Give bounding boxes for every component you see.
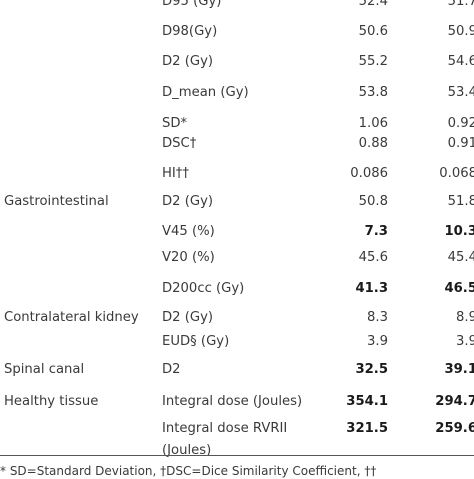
value-plan-2-cell: 51.7 (447, 0, 474, 9)
metric-line: (Joules) (162, 443, 212, 458)
metric-cell: DSC† (162, 136, 197, 151)
metric-cell: Integral dose RVRII (Joules) (162, 421, 287, 459)
value-plan-2-cell: 53.4 (447, 85, 474, 100)
value-plan-1-cell: 0.086 (350, 166, 388, 181)
metric-cell: D2 (Gy) (162, 54, 214, 69)
value-plan-2-cell: 0.92 (447, 116, 474, 131)
value-plan-1-cell: 45.6 (358, 250, 388, 265)
value-plan-2-cell: 259.6 (435, 421, 474, 436)
value-plan-1-cell: 1.06 (358, 116, 388, 131)
value-plan-1-cell: 53.8 (358, 85, 388, 100)
value-plan-2-cell: 45.4 (447, 250, 474, 265)
value-plan-2-cell: 46.5 (444, 281, 474, 296)
organ-group-cell: Contralateral kidney (4, 310, 139, 325)
metric-cell: V20 (%) (162, 250, 215, 265)
value-plan-1-cell: 52.4 (358, 0, 388, 9)
value-plan-2-cell: 8.9 (456, 310, 474, 325)
metric-cell: D_mean (Gy) (162, 85, 249, 100)
metric-cell: D2 (Gy) (162, 310, 214, 325)
value-plan-1-cell: 3.9 (367, 334, 388, 349)
metric-cell: SD* (162, 116, 188, 131)
organ-group-cell: Gastrointestinal (4, 194, 109, 209)
metric-cell: Integral dose (Joules) (162, 394, 303, 409)
value-plan-2-cell: 0.068 (439, 166, 474, 181)
metric-line: Integral dose RVRII (162, 421, 288, 436)
value-plan-1-cell: 50.8 (358, 194, 388, 209)
table-footnote: * SD=Standard Deviation, †DSC=Dice Simil… (0, 464, 377, 478)
metric-cell: V45 (%) (162, 224, 215, 239)
value-plan-2-cell: 3.9 (456, 334, 474, 349)
value-plan-2-cell: 50.9 (447, 24, 474, 39)
value-plan-2-cell: 0.91 (447, 136, 474, 151)
metric-cell: D2 (162, 362, 181, 377)
metric-cell: D95 (Gy) (162, 0, 222, 9)
metric-cell: EUD§ (Gy) (162, 334, 230, 349)
value-plan-1-cell: 50.6 (358, 24, 388, 39)
value-plan-1-cell: 354.1 (346, 394, 388, 409)
value-plan-1-cell: 0.88 (358, 136, 388, 151)
value-plan-2-cell: 51.8 (447, 194, 474, 209)
organ-group-cell: Spinal canal (4, 362, 85, 377)
value-plan-1-cell: 321.5 (346, 421, 388, 436)
value-plan-2-cell: 39.1 (444, 362, 474, 377)
value-plan-2-cell: 10.3 (444, 224, 474, 239)
value-plan-1-cell: 7.3 (364, 224, 388, 239)
metric-cell: D2 (Gy) (162, 194, 214, 209)
organ-group-cell: Healthy tissue (4, 394, 99, 409)
value-plan-1-cell: 32.5 (355, 362, 388, 377)
metric-cell: HI†† (162, 166, 189, 181)
table-bottom-rule (0, 455, 474, 456)
value-plan-1-cell: 41.3 (355, 281, 388, 296)
value-plan-2-cell: 294.7 (435, 394, 474, 409)
metric-cell: D98(Gy) (162, 24, 218, 39)
value-plan-1-cell: 55.2 (358, 54, 388, 69)
value-plan-2-cell: 54.6 (447, 54, 474, 69)
metric-cell: D200cc (Gy) (162, 281, 245, 296)
value-plan-1-cell: 8.3 (367, 310, 388, 325)
